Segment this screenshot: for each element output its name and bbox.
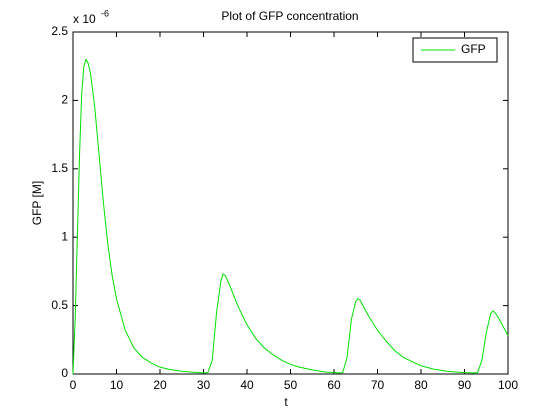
y-tick-label: 0 <box>61 366 68 380</box>
x-tick-label: 100 <box>498 378 518 392</box>
y-exponent: -6 <box>101 8 109 18</box>
y-multiplier: x 10 <box>73 12 96 26</box>
x-tick-label: 70 <box>371 378 385 392</box>
data-line <box>72 58 509 375</box>
y-tick-label: 2 <box>61 93 68 107</box>
y-tick-label: 1 <box>61 229 68 243</box>
chart-title: Plot of GFP concentration <box>221 9 358 23</box>
x-tick-label: 0 <box>70 378 77 392</box>
y-tick-label: 0.5 <box>51 298 68 312</box>
x-axis-label: t <box>284 395 288 409</box>
y-tick-label: 2.5 <box>51 24 68 38</box>
x-tick-label: 30 <box>197 378 211 392</box>
x-tick-label: 50 <box>284 378 298 392</box>
legend-label: GFP <box>461 42 486 56</box>
x-tick-label: 20 <box>153 378 167 392</box>
x-tick-label: 60 <box>327 378 341 392</box>
x-tick-label: 40 <box>240 378 254 392</box>
y-tick-label: 1.5 <box>51 161 68 175</box>
x-tick-label: 80 <box>414 378 428 392</box>
x-tick-label: 10 <box>110 378 124 392</box>
plot-area <box>72 31 509 375</box>
y-axis-label: GFP [M] <box>30 181 44 225</box>
x-tick-label: 90 <box>458 378 472 392</box>
